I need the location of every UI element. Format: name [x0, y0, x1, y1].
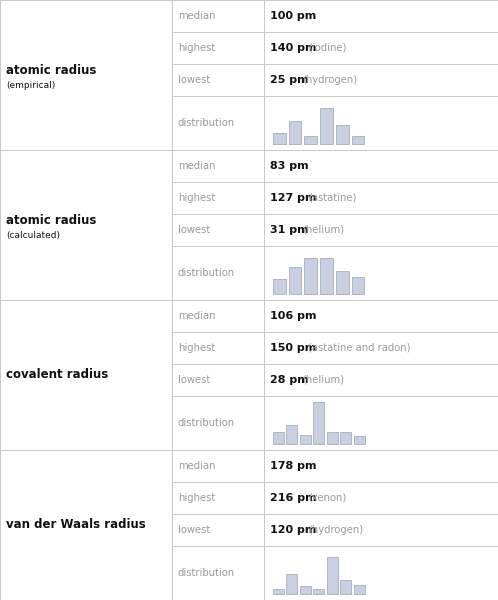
Bar	[341, 432, 351, 444]
Text: 25 pm: 25 pm	[270, 75, 309, 85]
Text: lowest: lowest	[178, 225, 210, 235]
Bar	[313, 589, 324, 594]
Text: (hydrogen): (hydrogen)	[303, 75, 358, 85]
Text: highest: highest	[178, 43, 215, 53]
Text: distribution: distribution	[178, 268, 235, 278]
Text: (helium): (helium)	[303, 225, 345, 235]
Text: distribution: distribution	[178, 418, 235, 428]
Text: lowest: lowest	[178, 525, 210, 535]
Text: (helium): (helium)	[303, 375, 345, 385]
Bar	[320, 258, 333, 294]
Text: covalent radius: covalent radius	[6, 368, 108, 382]
Bar	[273, 279, 285, 294]
Bar	[273, 589, 284, 594]
Text: (empirical): (empirical)	[6, 81, 55, 90]
Text: 106 pm: 106 pm	[270, 311, 316, 321]
Text: median: median	[178, 461, 215, 471]
Text: van der Waals radius: van der Waals radius	[6, 518, 146, 532]
Text: lowest: lowest	[178, 375, 210, 385]
Text: 120 pm: 120 pm	[270, 525, 316, 535]
Text: (astatine and radon): (astatine and radon)	[308, 343, 411, 353]
Bar	[336, 125, 349, 144]
Text: highest: highest	[178, 193, 215, 203]
Text: distribution: distribution	[178, 568, 235, 578]
Text: 31 pm: 31 pm	[270, 225, 309, 235]
Bar	[300, 586, 311, 594]
Bar	[327, 432, 338, 444]
Text: (xenon): (xenon)	[308, 493, 347, 503]
Text: 150 pm: 150 pm	[270, 343, 316, 353]
Text: lowest: lowest	[178, 75, 210, 85]
Bar	[289, 266, 301, 294]
Bar	[354, 585, 365, 594]
Bar	[286, 425, 297, 444]
Text: median: median	[178, 311, 215, 321]
Text: atomic radius: atomic radius	[6, 64, 96, 77]
Text: 178 pm: 178 pm	[270, 461, 316, 471]
Bar	[289, 121, 301, 144]
Text: distribution: distribution	[178, 118, 235, 128]
Bar	[273, 133, 285, 144]
Text: (calculated): (calculated)	[6, 231, 60, 240]
Text: 83 pm: 83 pm	[270, 161, 309, 171]
Bar	[273, 432, 284, 444]
Text: atomic radius: atomic radius	[6, 214, 96, 227]
Bar	[313, 402, 324, 444]
Bar	[327, 557, 338, 594]
Text: (hydrogen): (hydrogen)	[308, 525, 364, 535]
Text: (iodine): (iodine)	[308, 43, 347, 53]
Text: 216 pm: 216 pm	[270, 493, 317, 503]
Bar	[354, 436, 365, 444]
Bar	[336, 271, 349, 294]
Bar	[352, 277, 365, 294]
Text: median: median	[178, 11, 215, 21]
Text: highest: highest	[178, 343, 215, 353]
Text: 127 pm: 127 pm	[270, 193, 316, 203]
Bar	[341, 580, 351, 594]
Bar	[304, 258, 317, 294]
Text: 28 pm: 28 pm	[270, 375, 309, 385]
Text: (astatine): (astatine)	[308, 193, 357, 203]
Bar	[286, 574, 297, 594]
Text: 140 pm: 140 pm	[270, 43, 316, 53]
Text: highest: highest	[178, 493, 215, 503]
Bar	[352, 136, 365, 144]
Text: 100 pm: 100 pm	[270, 11, 316, 21]
Text: median: median	[178, 161, 215, 171]
Bar	[320, 108, 333, 144]
Bar	[304, 136, 317, 144]
Bar	[300, 435, 311, 444]
